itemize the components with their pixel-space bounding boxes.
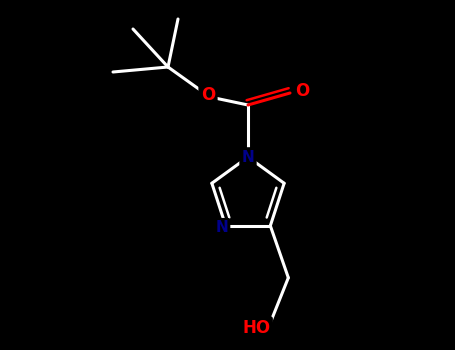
Text: N: N: [242, 149, 254, 164]
Text: N: N: [215, 220, 228, 235]
Text: O: O: [201, 86, 215, 104]
Text: HO: HO: [242, 319, 270, 337]
Text: O: O: [295, 82, 309, 100]
